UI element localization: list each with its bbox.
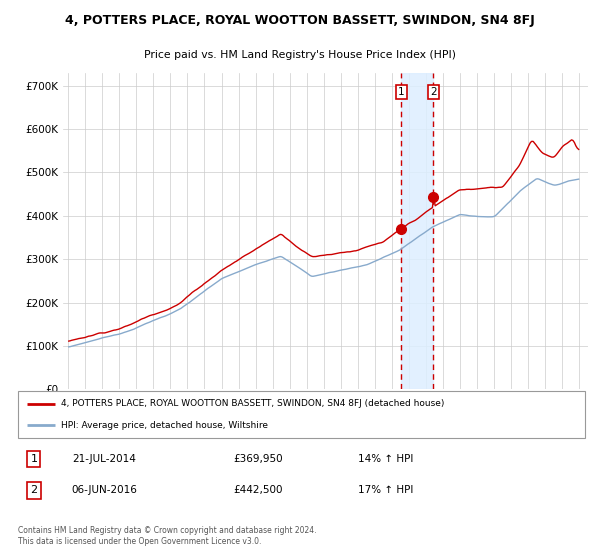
Text: £442,500: £442,500: [233, 486, 283, 496]
Text: £369,950: £369,950: [233, 454, 283, 464]
Text: Contains HM Land Registry data © Crown copyright and database right 2024.
This d: Contains HM Land Registry data © Crown c…: [18, 526, 317, 546]
Text: 1: 1: [398, 87, 404, 97]
Text: 4, POTTERS PLACE, ROYAL WOOTTON BASSETT, SWINDON, SN4 8FJ: 4, POTTERS PLACE, ROYAL WOOTTON BASSETT,…: [65, 14, 535, 27]
Text: 2: 2: [31, 486, 37, 496]
Text: Price paid vs. HM Land Registry's House Price Index (HPI): Price paid vs. HM Land Registry's House …: [144, 50, 456, 60]
Text: 2: 2: [430, 87, 437, 97]
Text: 21-JUL-2014: 21-JUL-2014: [72, 454, 136, 464]
Text: 14% ↑ HPI: 14% ↑ HPI: [358, 454, 413, 464]
FancyBboxPatch shape: [18, 391, 585, 438]
Text: 1: 1: [31, 454, 37, 464]
Text: HPI: Average price, detached house, Wiltshire: HPI: Average price, detached house, Wilt…: [61, 421, 268, 430]
Text: 17% ↑ HPI: 17% ↑ HPI: [358, 486, 413, 496]
Text: 4, POTTERS PLACE, ROYAL WOOTTON BASSETT, SWINDON, SN4 8FJ (detached house): 4, POTTERS PLACE, ROYAL WOOTTON BASSETT,…: [61, 399, 444, 408]
Bar: [401, 73, 433, 389]
Text: 06-JUN-2016: 06-JUN-2016: [72, 486, 138, 496]
